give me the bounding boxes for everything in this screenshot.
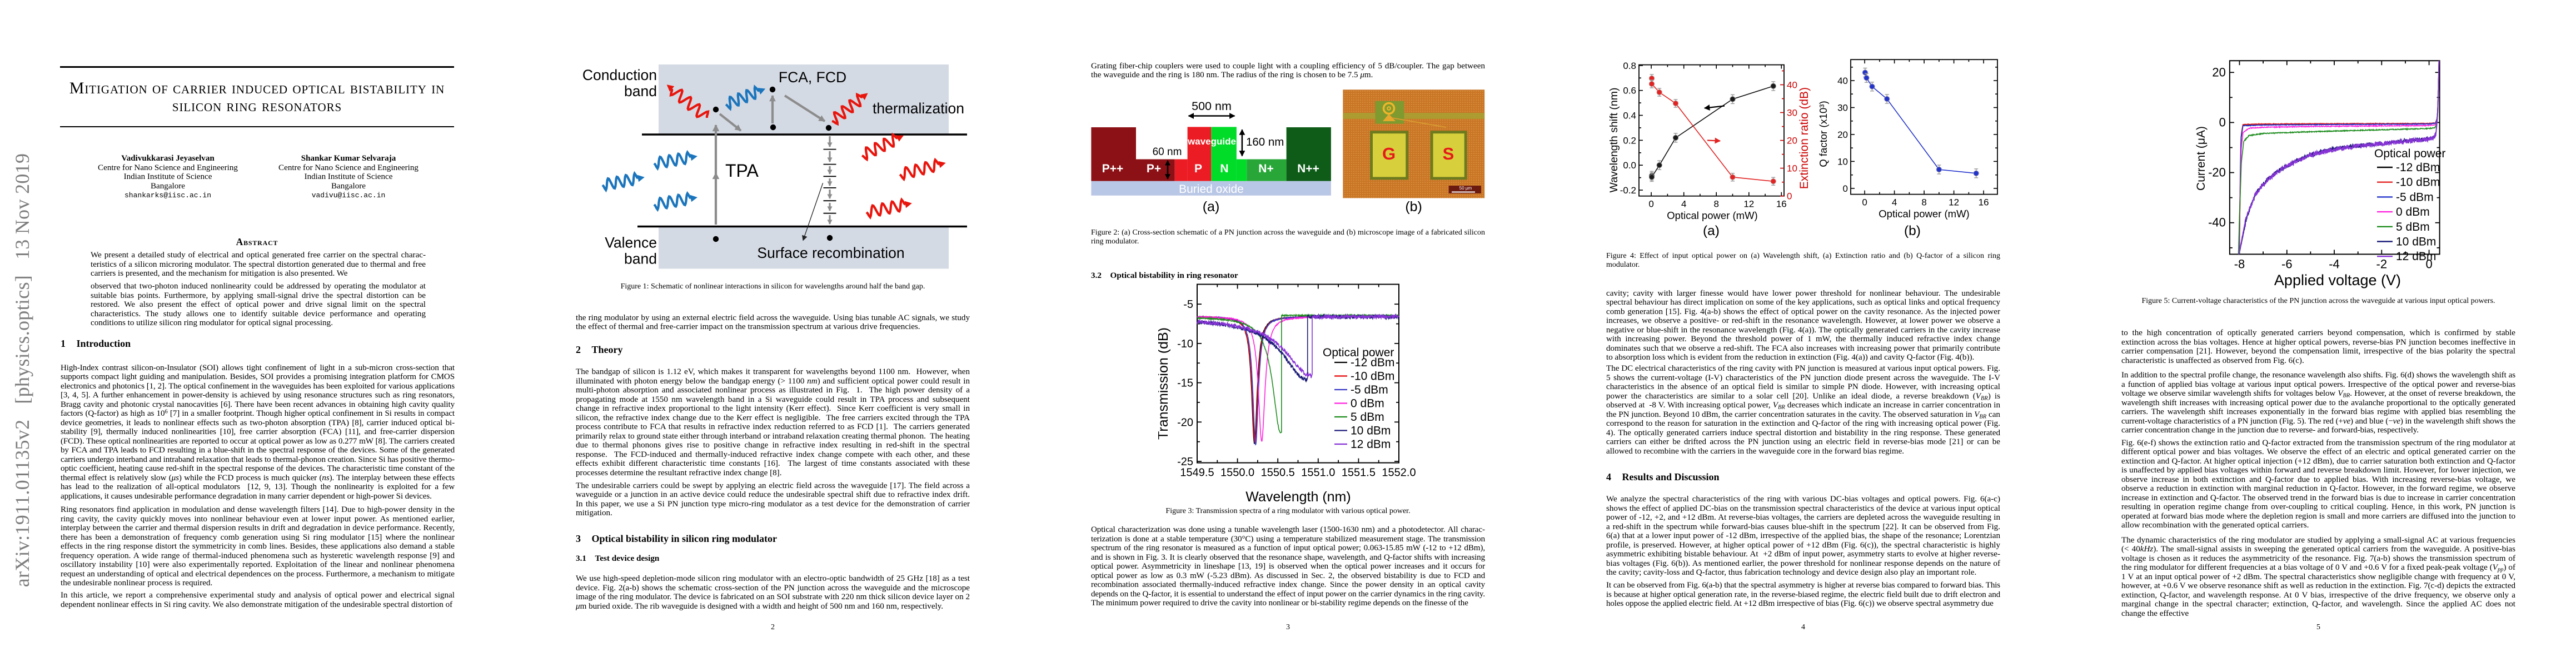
svg-text:(a): (a) (1203, 199, 1220, 215)
svg-text:Conduction: Conduction (582, 67, 657, 83)
svg-text:-40: -40 (2208, 216, 2226, 230)
svg-text:-20: -20 (2208, 166, 2226, 180)
svg-text:-15: -15 (1177, 377, 1193, 390)
svg-text:16: 16 (1776, 199, 1787, 210)
svg-text:N+: N+ (1258, 162, 1273, 175)
svg-text:12: 12 (1949, 197, 1959, 208)
svg-text:1551.0: 1551.0 (1301, 467, 1335, 479)
svg-text:Current (μA): Current (μA) (2195, 126, 2208, 191)
svg-text:Wavelength (nm): Wavelength (nm) (1245, 489, 1351, 505)
svg-text:-25: -25 (1177, 456, 1193, 468)
svg-text:0: 0 (2219, 115, 2226, 129)
svg-text:Surface recombination: Surface recombination (757, 245, 904, 261)
svg-text:1552.0: 1552.0 (1382, 467, 1416, 479)
svg-text:Extinction ratio (dB): Extinction ratio (dB) (1798, 87, 1811, 189)
svg-text:(b): (b) (1904, 223, 1921, 238)
svg-text:5 dBm: 5 dBm (1351, 411, 1384, 424)
svg-text:1550.0: 1550.0 (1220, 467, 1254, 479)
svg-text:0.6: 0.6 (1623, 86, 1636, 96)
svg-text:Transmission (dB): Transmission (dB) (1158, 327, 1171, 440)
svg-text:Buried oxide: Buried oxide (1179, 183, 1244, 196)
svg-text:1551.5: 1551.5 (1342, 467, 1376, 479)
svg-text:1549.5: 1549.5 (1180, 467, 1214, 479)
svg-text:0.4: 0.4 (1623, 111, 1636, 121)
svg-text:Valence: Valence (605, 235, 657, 251)
svg-text:-12 dBm: -12 dBm (2396, 161, 2440, 174)
svg-text:-0.2: -0.2 (1620, 185, 1636, 196)
svg-text:Q factor (x10³): Q factor (x10³) (1817, 101, 1829, 167)
svg-text:0 dBm: 0 dBm (2396, 206, 2430, 218)
svg-text:12: 12 (1743, 199, 1754, 210)
svg-text:40: 40 (1837, 76, 1848, 86)
svg-text:Optical power: Optical power (2374, 147, 2445, 160)
svg-text:5 dBm: 5 dBm (2396, 221, 2430, 233)
svg-text:30: 30 (1787, 108, 1797, 118)
svg-text:-5 dBm: -5 dBm (2396, 191, 2434, 203)
svg-text:12 dBm: 12 dBm (1351, 438, 1391, 451)
svg-text:60 nm: 60 nm (1153, 146, 1182, 158)
svg-text:Optical power (mW): Optical power (mW) (1879, 208, 1969, 220)
svg-text:0: 0 (1648, 199, 1653, 210)
svg-text:20: 20 (2212, 65, 2225, 79)
svg-text:10 dBm: 10 dBm (2396, 236, 2436, 248)
svg-text:10 dBm: 10 dBm (1351, 425, 1391, 437)
svg-text:0.0: 0.0 (1623, 160, 1636, 171)
svg-text:0: 0 (1862, 197, 1867, 208)
svg-text:30: 30 (1837, 103, 1848, 113)
svg-text:-5 dBm: -5 dBm (1351, 384, 1388, 396)
svg-text:(b): (b) (1405, 199, 1422, 215)
svg-text:500 nm: 500 nm (1192, 99, 1232, 113)
svg-text:0: 0 (2425, 257, 2432, 271)
svg-text:8: 8 (1921, 197, 1926, 208)
svg-text:-2: -2 (2376, 257, 2388, 271)
svg-text:Wavelength shift (nm): Wavelength shift (nm) (1608, 88, 1620, 193)
svg-text:band: band (624, 83, 657, 99)
svg-text:10: 10 (1837, 156, 1848, 167)
svg-text:waveguide: waveguide (1187, 136, 1236, 147)
svg-text:4: 4 (1681, 199, 1686, 210)
svg-text:4: 4 (1892, 197, 1897, 208)
svg-text:16: 16 (1979, 197, 1989, 208)
svg-text:(a): (a) (1703, 223, 1720, 238)
svg-text:N: N (1220, 162, 1228, 175)
svg-text:12 dBm: 12 dBm (2396, 250, 2436, 263)
svg-text:0.8: 0.8 (1623, 61, 1636, 71)
svg-text:P: P (1194, 162, 1202, 175)
svg-text:Optical power: Optical power (1323, 346, 1394, 359)
svg-text:-8: -8 (2234, 257, 2245, 271)
svg-text:160 nm: 160 nm (1246, 136, 1284, 148)
svg-text:1550.5: 1550.5 (1261, 467, 1295, 479)
svg-text:50 μm: 50 μm (1459, 186, 1472, 191)
svg-text:-5: -5 (1183, 298, 1193, 311)
svg-text:40: 40 (1787, 80, 1797, 91)
svg-text:20: 20 (1837, 130, 1848, 140)
svg-text:-20: -20 (1177, 416, 1193, 429)
svg-text:0.2: 0.2 (1623, 135, 1636, 146)
svg-text:Applied voltage (V): Applied voltage (V) (2274, 272, 2401, 288)
svg-text:band: band (624, 251, 657, 267)
svg-text:Optical power (mW): Optical power (mW) (1667, 210, 1757, 221)
svg-text:P+: P+ (1147, 162, 1161, 175)
svg-text:S: S (1443, 144, 1454, 163)
svg-text:thermalization: thermalization (873, 100, 964, 117)
svg-text:P++: P++ (1102, 162, 1124, 175)
svg-text:8: 8 (1713, 199, 1718, 210)
svg-text:-10: -10 (1177, 338, 1193, 350)
svg-text:0 dBm: 0 dBm (1351, 397, 1384, 410)
svg-text:G: G (1382, 144, 1396, 163)
svg-text:-4: -4 (2329, 257, 2340, 271)
svg-text:-10 dBm: -10 dBm (1351, 370, 1394, 383)
svg-text:-12 dBm: -12 dBm (1351, 356, 1394, 369)
svg-text:20: 20 (1787, 136, 1797, 146)
svg-text:N++: N++ (1297, 162, 1319, 175)
svg-text:FCA, FCD: FCA, FCD (779, 69, 846, 86)
svg-text:0: 0 (1787, 191, 1792, 202)
svg-text:TPA: TPA (725, 161, 759, 181)
svg-text:0: 0 (1843, 183, 1848, 194)
svg-text:-6: -6 (2281, 257, 2293, 271)
svg-text:-10 dBm: -10 dBm (2396, 176, 2440, 189)
svg-text:10: 10 (1787, 163, 1797, 174)
